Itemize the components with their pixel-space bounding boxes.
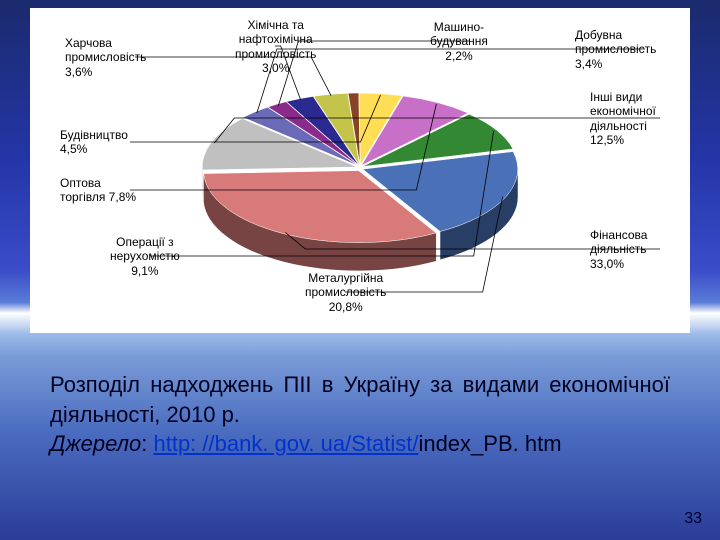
page-number: 33 xyxy=(684,510,702,528)
caption-block: Розподіл надходжень ПІІ в Україну за вид… xyxy=(50,370,670,459)
label-wholesale: Оптова торгівля 7,8% xyxy=(60,176,136,205)
label-chemical: Хімічна та нафтохімічна промисловість 3,… xyxy=(235,18,316,76)
caption-text: Розподіл надходжень ПІІ в Україну за вид… xyxy=(50,372,670,427)
label-other_econ: Інші види економічної діяльності 12,5% xyxy=(590,90,656,148)
source-link[interactable]: http: //bank. gov. ua/Statist/ xyxy=(153,431,418,456)
label-finance: Фінансова діяльність 33,0% xyxy=(590,228,647,271)
slide-background: Фінансова діяльність 33,0% Інші види екон… xyxy=(0,0,720,540)
label-construct: Будівництво 4,5% xyxy=(60,128,128,157)
label-machinery: Машино- будування 2,2% xyxy=(430,20,488,63)
source-link-tail: index_PB. htm xyxy=(418,431,561,456)
label-metallurgy: Металургійна промисловість 20,8% xyxy=(305,271,386,314)
chart-container: Фінансова діяльність 33,0% Інші види екон… xyxy=(30,8,690,333)
label-food: Харчова промисловість 3,6% xyxy=(65,36,146,79)
label-mining: Добувна промисловість 3,4% xyxy=(575,28,656,71)
label-realestate: Операції з нерухомістю 9,1% xyxy=(110,235,180,278)
source-label: Джерело xyxy=(50,431,141,456)
